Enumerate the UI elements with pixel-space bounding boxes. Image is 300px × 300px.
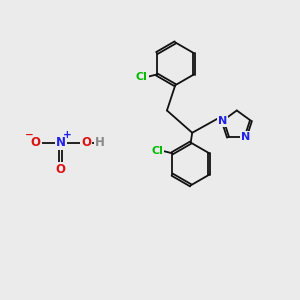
Text: +: + — [62, 130, 71, 140]
Text: O: O — [81, 136, 91, 149]
Text: N: N — [56, 136, 66, 149]
Text: O: O — [56, 163, 66, 176]
Text: Cl: Cl — [136, 72, 148, 82]
Text: N: N — [241, 132, 250, 142]
Text: N: N — [218, 116, 227, 126]
Text: −: − — [25, 130, 34, 140]
Text: H: H — [94, 136, 104, 149]
Text: O: O — [31, 136, 40, 149]
Text: Cl: Cl — [152, 146, 163, 156]
